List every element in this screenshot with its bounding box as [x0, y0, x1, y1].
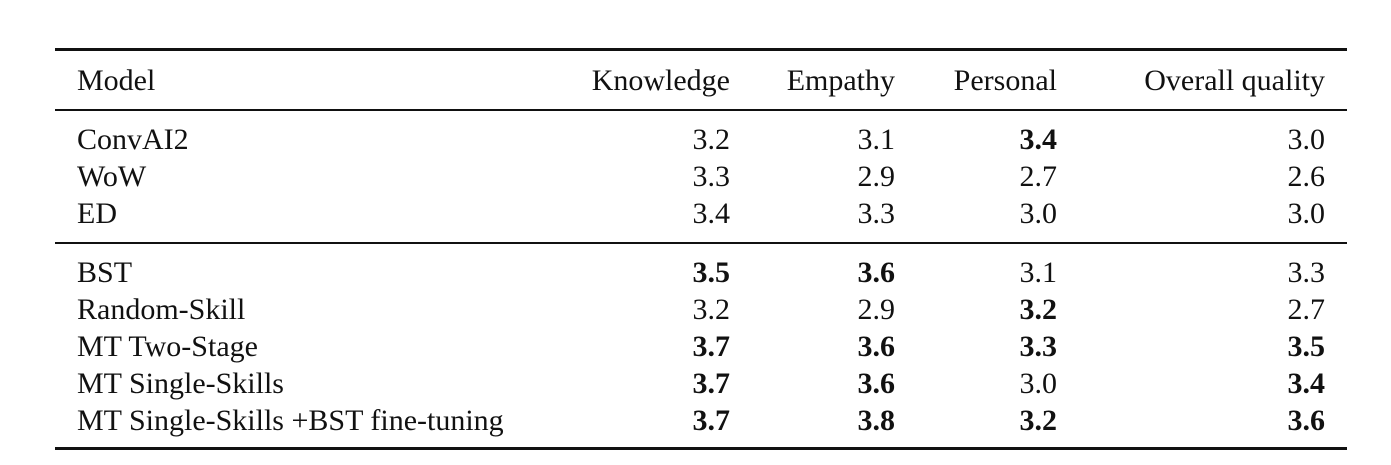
header-personal: Personal: [917, 48, 1079, 111]
personal-cell: 3.1: [917, 242, 1079, 291]
overall-quality-cell: 3.3: [1079, 242, 1347, 291]
empathy-cell: 3.8: [752, 402, 917, 450]
results-table-container: Model Knowledge Empathy Personal Overall…: [55, 48, 1347, 450]
personal-cell: 3.3: [1019, 330, 1058, 363]
knowledge-cell: 3.2: [692, 293, 731, 326]
model-name-cell: BST: [55, 242, 580, 291]
table-row: Random-Skill 3.2 2.9 3.2 2.7: [55, 291, 1347, 328]
model-name-cell: MT Two-Stage: [77, 330, 258, 363]
model-name-cell: ConvAI2: [77, 123, 189, 156]
personal-cell: 3.2: [1019, 293, 1058, 326]
table-row: WoW 3.3 2.9 2.7 2.6: [55, 158, 1347, 195]
header-knowledge: Knowledge: [580, 48, 752, 111]
personal-cell: 3.0: [1019, 197, 1058, 230]
results-table: Model Knowledge Empathy Personal Overall…: [55, 48, 1347, 450]
overall-quality-cell: 2.6: [1287, 160, 1326, 193]
empathy-cell: 2.9: [857, 160, 896, 193]
overall-quality-cell: 2.7: [1287, 293, 1326, 326]
knowledge-cell: 3.2: [692, 123, 731, 156]
model-name-cell: MT Single-Skills +BST fine-tuning: [55, 402, 580, 450]
empathy-cell: 3.6: [857, 330, 896, 363]
knowledge-cell: 3.7: [692, 330, 731, 363]
header-row: Model Knowledge Empathy Personal Overall…: [55, 48, 1347, 111]
header-overall-quality: Overall quality: [1079, 48, 1347, 111]
empathy-cell: 3.1: [857, 123, 896, 156]
header-empathy: Empathy: [752, 48, 917, 111]
overall-quality-cell: 3.0: [1287, 123, 1326, 156]
header-model: Model: [55, 48, 580, 111]
table-group-baselines: ConvAI2 3.2 3.1 3.4 3.0 WoW 3.3 2.9 2.7 2.6 ED 3.4 3…: [55, 110, 1347, 243]
table-row: MT Two-Stage 3.7 3.6 3.3 3.5: [55, 328, 1347, 365]
personal-cell: 3.4: [1019, 123, 1058, 156]
overall-quality-cell: 3.6: [1079, 402, 1347, 450]
table-header: Model Knowledge Empathy Personal Overall…: [55, 48, 1347, 111]
table-group-multiskill: BST 3.5 3.6 3.1 3.3 Random-Skill 3.2 2.9 3.2 2.7 M…: [55, 242, 1347, 450]
overall-quality-cell: 3.4: [1287, 367, 1326, 400]
model-name-cell: ED: [77, 197, 117, 230]
personal-cell: 2.7: [1019, 160, 1058, 193]
empathy-cell: 2.9: [857, 293, 896, 326]
knowledge-cell: 3.3: [692, 160, 731, 193]
empathy-cell: 3.6: [857, 367, 896, 400]
knowledge-cell: 3.7: [692, 367, 731, 400]
table-row: ConvAI2 3.2 3.1 3.4 3.0: [55, 110, 1347, 158]
model-name-cell: WoW: [77, 160, 147, 193]
model-name-cell: MT Single-Skills: [77, 367, 284, 400]
table-row: MT Single-Skills 3.7 3.6 3.0 3.4: [55, 365, 1347, 402]
knowledge-cell: 3.5: [580, 242, 752, 291]
personal-cell: 3.0: [1019, 367, 1058, 400]
overall-quality-cell: 3.0: [1287, 197, 1326, 230]
personal-cell: 3.2: [917, 402, 1079, 450]
empathy-cell: 3.6: [752, 242, 917, 291]
table-row: BST 3.5 3.6 3.1 3.3: [55, 242, 1347, 291]
table-row: ED 3.4 3.3 3.0 3.0: [55, 195, 1347, 243]
overall-quality-cell: 3.5: [1287, 330, 1326, 363]
table-row: MT Single-Skills +BST fine-tuning 3.7 3.8 3…: [55, 402, 1347, 450]
empathy-cell: 3.3: [857, 197, 896, 230]
knowledge-cell: 3.4: [692, 197, 731, 230]
knowledge-cell: 3.7: [580, 402, 752, 450]
model-name-cell: Random-Skill: [77, 293, 246, 326]
